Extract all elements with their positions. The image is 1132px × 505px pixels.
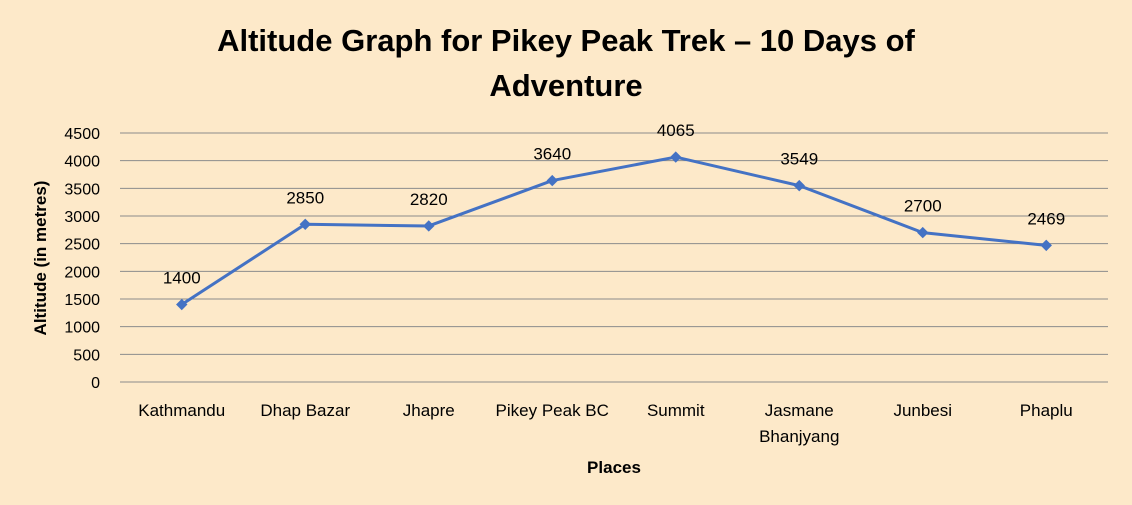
x-category-label: Jasmane xyxy=(765,401,834,420)
data-point-marker xyxy=(670,151,682,163)
data-point-marker xyxy=(1040,239,1052,252)
series-line-path xyxy=(180,155,1047,306)
chart-title-line-1: Altitude Graph for Pikey Peak Trek – 10 … xyxy=(217,23,915,58)
x-category-label: Bhanjyang xyxy=(759,427,839,446)
data-label: 2469 xyxy=(1027,209,1065,228)
y-tick-label: 1000 xyxy=(64,320,100,337)
data-point-marker xyxy=(176,298,188,311)
x-category-label: Dhap Bazar xyxy=(260,401,350,420)
x-category-label: Jhapre xyxy=(403,401,455,420)
x-category-label: Summit xyxy=(647,401,705,420)
data-label: 3549 xyxy=(780,150,818,169)
data-label: 4065 xyxy=(657,121,695,140)
y-tick-label: 1500 xyxy=(64,292,100,309)
data-point-marker xyxy=(793,179,805,192)
series-line xyxy=(180,155,1047,306)
data-label: 1400 xyxy=(163,269,201,288)
chart-title-line-2: Adventure xyxy=(489,68,642,103)
y-tick-label: 2000 xyxy=(64,264,100,281)
y-tick-label: 4000 xyxy=(64,154,100,171)
data-point-marker xyxy=(299,218,311,231)
y-axis-ticks: 0 500 1000 1500 2000 2500 3000 3500 4000 4500 xyxy=(64,126,100,392)
data-labels: 1400 2850 2820 3640 4065 3549 2700 2469 xyxy=(163,121,1065,287)
data-label: 3640 xyxy=(533,145,571,164)
data-point-marker xyxy=(917,226,929,239)
data-label: 2850 xyxy=(286,188,324,207)
gridlines xyxy=(120,132,1108,383)
y-axis-title: Altitude (in metres) xyxy=(31,181,50,336)
data-point-marker xyxy=(546,174,558,187)
y-tick-label: 4500 xyxy=(64,126,100,143)
data-label: 2820 xyxy=(410,190,448,209)
chart-title: Altitude Graph for Pikey Peak Trek – 10 … xyxy=(217,23,915,103)
data-point-marker xyxy=(423,220,435,232)
y-tick-label: 3000 xyxy=(64,209,100,226)
y-tick-label: 2500 xyxy=(64,237,100,254)
y-tick-label: 0 xyxy=(91,375,100,392)
x-category-label: Pikey Peak BC xyxy=(496,401,609,420)
series-markers xyxy=(176,151,1052,311)
x-axis-title: Places xyxy=(587,458,641,477)
data-label: 2700 xyxy=(904,197,942,216)
x-category-label: Kathmandu xyxy=(138,401,225,420)
x-category-label: Junbesi xyxy=(893,401,952,420)
x-axis-categories: Kathmandu Dhap Bazar Jhapre Pikey Peak BC Su… xyxy=(138,401,1072,446)
y-tick-label: 500 xyxy=(73,347,100,364)
y-tick-label: 3500 xyxy=(64,181,100,198)
x-category-label: Phaplu xyxy=(1020,401,1073,420)
